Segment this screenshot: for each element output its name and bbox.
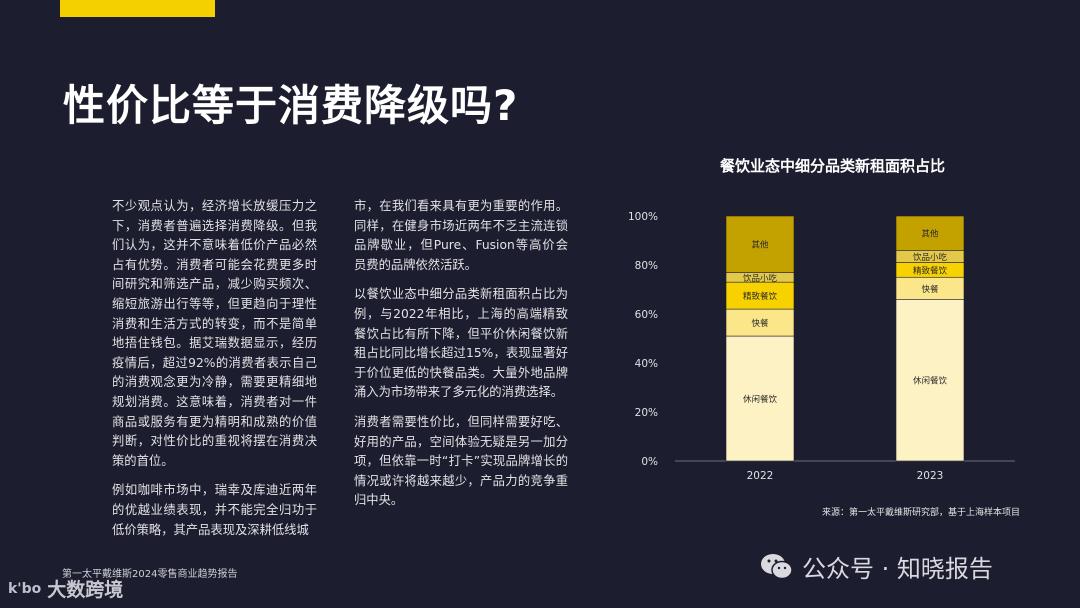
paragraph: 以餐饮业态中细分品类新租面积占比为例，与2022年相比，上海的高端精致餐饮占比有… (354, 287, 568, 400)
brand-mark: k'bo (8, 580, 42, 597)
stacked-bar-chart: 0%20%40%60%80%100%休闲餐饮快餐精致餐饮饮品小吃其他2022休闲… (628, 211, 1015, 482)
page-title: 性价比等于消费降级吗? (63, 81, 519, 130)
wechat-watermark: 公众号 · 知晓报告 (760, 549, 993, 584)
bar-segment (725, 335, 795, 462)
bar-segment (725, 215, 795, 273)
chart: 餐饮业态中细分品类新租面积占比 0% 20% 40% 60% 80% 100% 休闲餐饮 快餐… (600, 150, 1020, 530)
segment-label: 其他 (751, 240, 769, 251)
paragraph: 市，在我们看来具有更为重要的作用。同样，在健身市场近两年不乏主流连锁品牌歇业，但… (354, 199, 568, 272)
y-tick-label: 80% (635, 260, 658, 272)
segment-label: 饮品小吃 (913, 252, 948, 263)
y-tick-label: 40% (635, 358, 658, 370)
y-tick-label: 0% (641, 456, 658, 468)
bar-segment (895, 215, 965, 251)
segment-label: 其他 (921, 229, 939, 240)
y-tick-label: 20% (635, 407, 658, 419)
segment-label: 快餐 (751, 318, 769, 329)
bar-segment (895, 299, 965, 462)
x-tick-label: 2022 (747, 470, 774, 482)
wechat-account: 公众号 · 知晓报告 (802, 555, 993, 583)
wechat-icon (761, 553, 793, 579)
brand-name: 大数跨境 (47, 579, 124, 601)
text-column-right: 市，在我们看来具有更为重要的作用。同样，在健身市场近两年不乏主流连锁品牌歇业，但… (354, 197, 568, 521)
segment-label: 快餐 (921, 284, 939, 295)
accent-bar (60, 0, 215, 17)
brand-logo: k'bo 大数跨境 (8, 575, 123, 602)
paragraph: 不少观点认为，经济增长放缓压力之下，消费者普遍选择消费降级。但我们认为，这并不意… (112, 199, 317, 468)
segment-label: 休闲餐饮 (913, 376, 948, 387)
segment-label: 精致餐饮 (913, 265, 948, 276)
bar-segment (725, 281, 795, 310)
segment-label: 饮品小吃 (743, 273, 778, 284)
text-column-left: 不少观点认为，经济增长放缓压力之下，消费者普遍选择消费降级。但我们认为，这并不意… (112, 197, 317, 550)
paragraph: 例如咖啡市场中，瑞幸及库迪近两年的优越业绩表现，并不能完全归功于低价策略，其产品… (112, 483, 317, 537)
paragraph: 消费者需要性价比，但同样需要好吃、好用的产品，空间体验无疑是另一加分项，但依靠一… (354, 414, 568, 508)
segment-label: 精致餐饮 (743, 291, 778, 302)
x-tick-label: 2023 (917, 470, 944, 482)
chart-title: 餐饮业态中细分品类新租面积占比 (719, 157, 945, 175)
segment-label: 休闲餐饮 (743, 394, 778, 405)
y-tick-label: 60% (635, 309, 658, 321)
report-name: 第一太平戴维斯2024零售商业趋势报告 (62, 569, 238, 580)
y-tick-label: 100% (628, 211, 658, 223)
bar-segment (725, 308, 795, 337)
source-note: 来源：第一太平戴维斯研究部，基于上海样本项目 (821, 508, 1020, 518)
